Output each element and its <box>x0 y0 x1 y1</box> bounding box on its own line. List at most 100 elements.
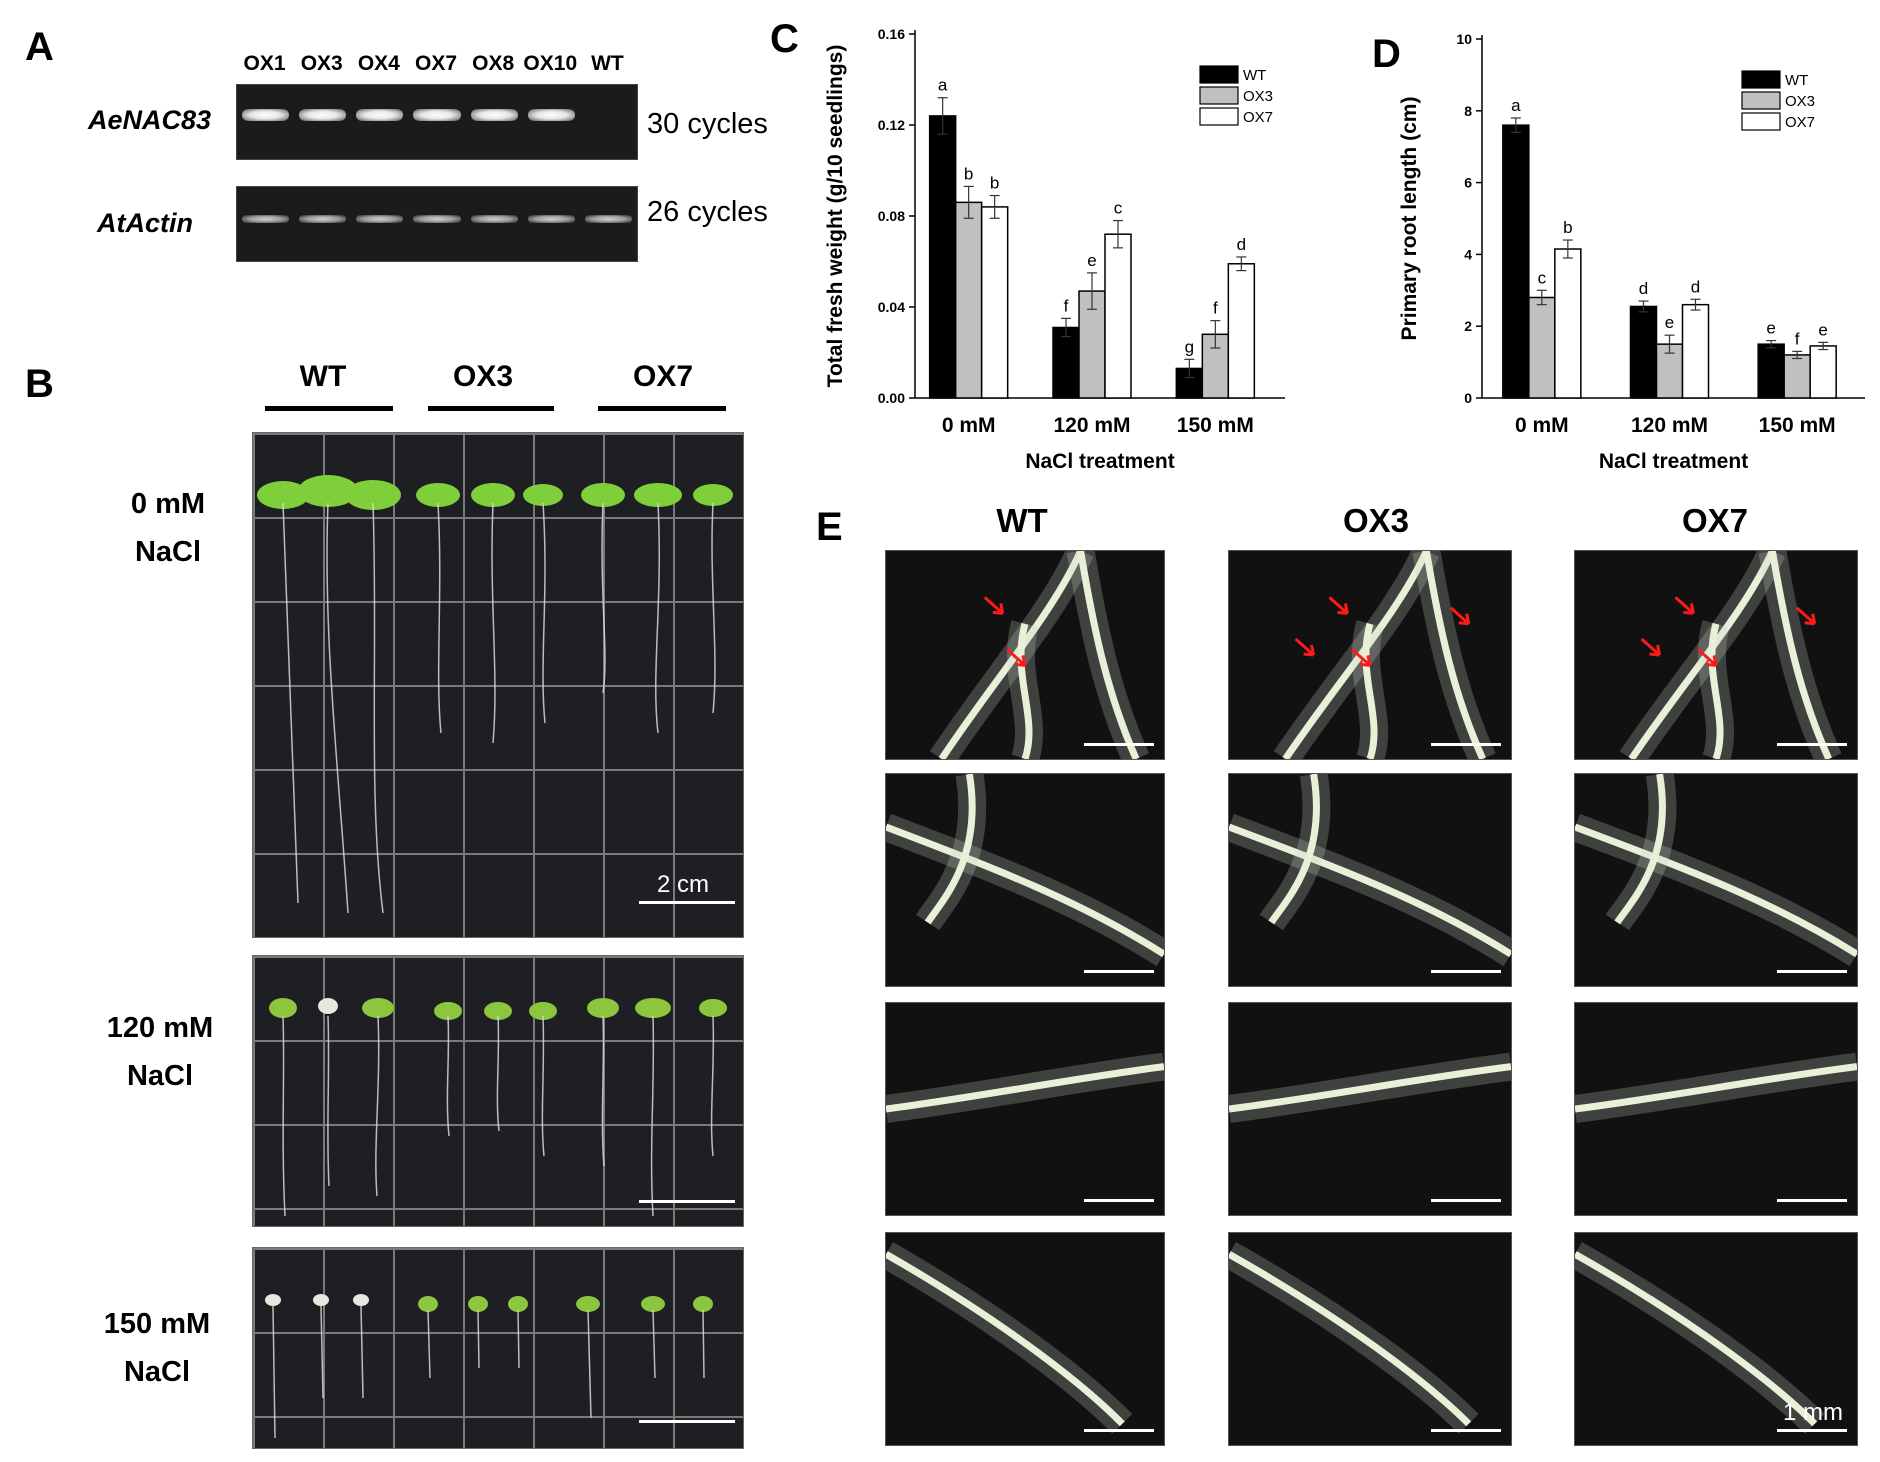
condition-label-120mm-salt: NaCl <box>126 1060 194 1092</box>
micro-scale-bar <box>1431 970 1501 973</box>
root-drawing <box>929 551 1149 759</box>
significance-letter: e <box>1818 320 1827 339</box>
gel-band-atactin-wt <box>584 215 632 223</box>
cycle-label-aenac83: 30 cycles <box>647 108 768 140</box>
micro-scale-bar <box>1431 1199 1501 1202</box>
significance-letter: f <box>1795 329 1800 348</box>
lateral-root-arrow <box>1006 648 1027 667</box>
legend-swatch <box>1199 65 1239 84</box>
gel-image-atactin <box>236 186 638 262</box>
seedling-plate-150mm <box>252 1247 744 1449</box>
significance-letter: e <box>1665 313 1674 332</box>
genotype-underline-ox3 <box>428 406 554 411</box>
y-tick-label: 6 <box>1464 175 1472 191</box>
condition-label-0mm: 0 mM NaCl <box>83 480 253 576</box>
seedling-plate-120mm <box>252 955 744 1227</box>
lane-label-ox1: OX1 <box>243 52 286 75</box>
micro-scale-bar <box>1084 1199 1154 1202</box>
lateral-root-arrow <box>1674 596 1695 615</box>
gel-image-aenac83 <box>236 84 638 160</box>
legend-label: OX3 <box>1243 88 1273 105</box>
micro-scale-bar <box>1777 970 1847 973</box>
lane-label-ox8: OX8 <box>472 52 515 75</box>
root-axis <box>924 774 976 925</box>
condition-label-0mm-conc: 0 mM <box>130 488 206 520</box>
root-axis <box>1017 622 1033 759</box>
lateral-root-arrow <box>1351 648 1372 667</box>
root-drawing <box>1575 774 1857 967</box>
gel-band-atactin-ox8 <box>470 215 518 223</box>
micro-scale-bar <box>1431 743 1501 746</box>
seedlings-150mm <box>265 1294 713 1439</box>
lateral-root-arrow <box>983 596 1005 615</box>
bar <box>1052 326 1080 399</box>
x-category-label: 0 mM <box>942 414 996 437</box>
significance-letter: f <box>1213 299 1218 318</box>
bar <box>1809 345 1837 399</box>
significance-letter: e <box>1087 251 1096 270</box>
micrograph-ox3-row1 <box>1228 550 1512 760</box>
micrograph-ox7-row4: 1 mm <box>1574 1232 1858 1446</box>
root-axis <box>1768 551 1832 759</box>
gel-band-aenac83-ox8 <box>470 109 518 121</box>
gel-band-aenac83-ox3 <box>299 109 347 121</box>
seedlings-120mm <box>269 998 727 1217</box>
gene-label-aenac83: AeNAC83 <box>88 105 212 135</box>
scale-bar-2cm <box>639 901 735 904</box>
gel-band-atactin-ox7 <box>413 215 461 223</box>
legend-swatch <box>1199 107 1239 126</box>
lane-label-ox3: OX3 <box>300 52 343 75</box>
x-category-label: 150 mM <box>1177 414 1254 437</box>
gel-band-atactin-ox10 <box>527 215 575 223</box>
bar <box>928 115 957 399</box>
y-tick-label: 0.08 <box>878 208 905 224</box>
bar <box>1528 296 1556 399</box>
y-tick-label: 8 <box>1464 103 1472 119</box>
lane-label-wt: WT <box>591 52 624 75</box>
x-category-label: 120 mM <box>1631 414 1708 437</box>
micro-column-ox7: OX7 <box>1681 502 1749 539</box>
bar <box>1629 305 1658 399</box>
condition-label-150mm-salt: NaCl <box>123 1356 191 1388</box>
root-hair-halo <box>886 1242 1133 1434</box>
legend-swatch <box>1741 112 1781 131</box>
scale-bar-150mm <box>639 1420 735 1423</box>
x-axis-title: NaCl treatment <box>1599 450 1748 473</box>
y-tick-label: 0.04 <box>878 299 905 315</box>
root-axis <box>886 823 1164 958</box>
lateral-root-arrow <box>1640 637 1662 657</box>
y-tick-label: 0 <box>1464 390 1472 406</box>
root-axis <box>1077 551 1140 759</box>
bar <box>1104 233 1132 399</box>
x-category-label: 150 mM <box>1759 414 1836 437</box>
root-drawing <box>1575 1052 1857 1123</box>
x-category-label: 120 mM <box>1053 414 1130 437</box>
lateral-root-arrow <box>1795 606 1817 626</box>
gel-band-aenac83-ox7 <box>413 109 461 121</box>
micro-scale-bar <box>1777 1199 1847 1202</box>
gel-band-atactin-ox1 <box>242 215 290 223</box>
legend-swatch <box>1741 91 1781 110</box>
root-axis <box>886 1063 1164 1113</box>
micro-scale-bar <box>1084 970 1154 973</box>
root-axis <box>1422 551 1486 759</box>
y-tick-label: 0.12 <box>878 117 905 133</box>
significance-letter: b <box>964 164 973 183</box>
significance-letter: a <box>1511 96 1521 115</box>
root-axis <box>1229 1063 1511 1113</box>
micro-column-wt: WT <box>996 502 1048 539</box>
significance-letter: c <box>1538 268 1547 287</box>
micro-scale-bar <box>1777 1429 1847 1432</box>
panel-d-letter: D <box>1372 32 1401 76</box>
root-drawing <box>1229 1242 1479 1434</box>
lane-label-ox4: OX4 <box>357 52 400 75</box>
root-axis <box>1575 823 1857 958</box>
root-drawing <box>1229 1052 1511 1123</box>
micro-scale-bar <box>1084 743 1154 746</box>
x-axis-title: NaCl treatment <box>1025 450 1174 473</box>
gene-label-atactin: AtActin <box>97 208 193 238</box>
root-drawing <box>886 774 1164 967</box>
significance-letter: c <box>1114 199 1123 218</box>
bar <box>1502 124 1530 399</box>
